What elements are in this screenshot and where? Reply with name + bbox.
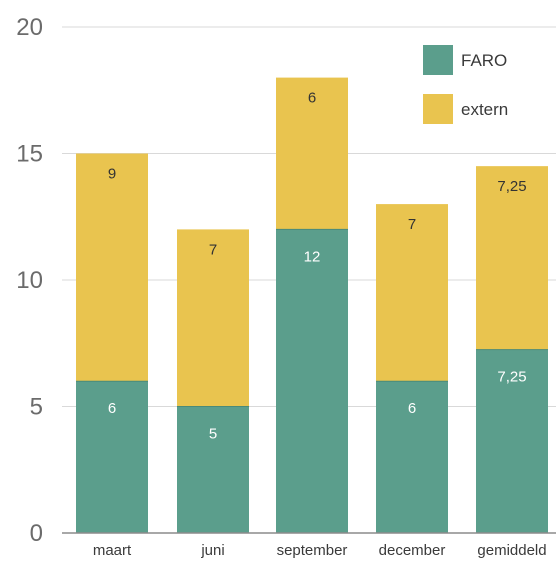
bar-extern xyxy=(177,229,249,407)
data-label-extern: 7 xyxy=(209,241,217,258)
y-tick-label: 0 xyxy=(30,520,43,547)
legend-label: extern xyxy=(461,100,508,119)
data-label-faro: 5 xyxy=(209,426,217,443)
y-tick-label: 15 xyxy=(16,141,43,168)
data-labels: 6 9 5 7 12 6 6 7 7,25 7,25 xyxy=(108,90,527,443)
data-label-faro: 12 xyxy=(304,248,321,265)
x-tick-label: september xyxy=(277,542,348,559)
bar-faro xyxy=(76,381,148,533)
data-label-extern: 7,25 xyxy=(497,178,526,195)
legend-swatch xyxy=(423,45,453,75)
x-tick-label: juni xyxy=(200,542,224,559)
bar-faro xyxy=(376,381,448,533)
bar-extern xyxy=(276,77,348,230)
data-label-extern: 9 xyxy=(108,166,116,183)
data-label-extern: 7 xyxy=(408,216,416,233)
bars xyxy=(76,77,548,533)
data-label-faro: 7,25 xyxy=(497,369,526,386)
y-tick-label: 10 xyxy=(16,267,43,294)
y-tick-label: 5 xyxy=(30,394,43,421)
legend: FARO extern xyxy=(423,45,508,124)
x-tick-label: maart xyxy=(93,542,132,559)
bar-extern xyxy=(476,166,548,350)
data-label-faro: 6 xyxy=(408,400,416,417)
bar-faro xyxy=(177,406,249,533)
y-axis: 0 5 10 15 20 xyxy=(16,14,43,547)
bar-faro xyxy=(276,229,348,533)
x-tick-label: gemiddeld xyxy=(477,542,546,559)
bar-extern xyxy=(76,153,148,382)
data-label-extern: 6 xyxy=(308,90,316,107)
legend-swatch xyxy=(423,94,453,124)
legend-label: FARO xyxy=(461,51,507,70)
bar-faro xyxy=(476,349,548,533)
data-label-faro: 6 xyxy=(108,400,116,417)
x-axis: maart juni september december gemiddeld xyxy=(62,532,556,559)
bar-extern xyxy=(376,204,448,382)
x-tick-label: december xyxy=(379,542,446,559)
y-tick-label: 20 xyxy=(16,14,43,41)
